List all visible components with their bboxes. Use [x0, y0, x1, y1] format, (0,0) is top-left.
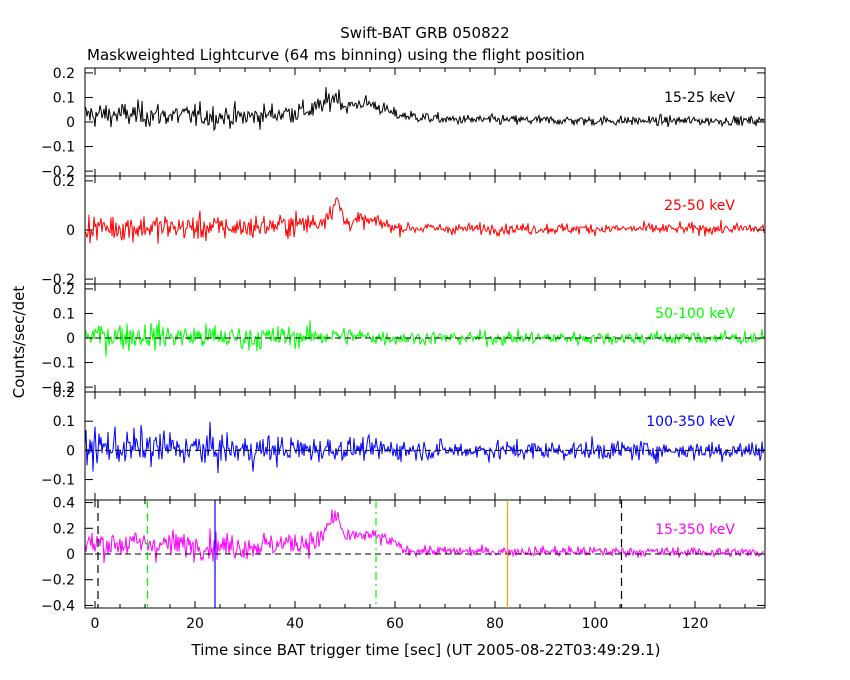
x-tick-label: 100	[582, 616, 609, 632]
x-tick-label: 60	[386, 616, 404, 632]
panel-50-100-kev: 0.2 0.1 0 −0.1 −0.2 50-100 keV	[41, 282, 766, 396]
panel-15-350-kev-ytick-label: −0.2	[41, 573, 75, 589]
trigger-markers	[97, 500, 623, 608]
panel-50-100-kev-ytick-label: 0.1	[53, 306, 75, 322]
panel-100-350-kev-trace	[85, 421, 765, 474]
panel-15-350-kev-band-label: 15-350 keV	[655, 522, 735, 538]
x-tick-label: 80	[486, 616, 504, 632]
panel-15-350-kev-ytick-label: 0	[66, 547, 75, 563]
panel-25-50-kev-ytick-label: 0	[66, 223, 75, 239]
panel-50-100-kev-ytick-label: 0	[66, 331, 75, 347]
panel-50-100-kev-band-label: 50-100 keV	[655, 306, 735, 322]
panel-50-100-kev-ytick-label: −0.2	[41, 380, 75, 396]
panel-50-100-kev-trace	[85, 319, 765, 357]
panel-15-350-kev: 0.4 0.2 0 −0.2 −0.4 15-350 keV	[41, 496, 766, 614]
panel-15-25-kev-ytick-label: 0.2	[53, 66, 75, 82]
panel-15-25-kev-trace	[85, 87, 765, 132]
panel-15-25-kev: 0.2 0.1 0 −0.1 −0.2 15-25 keV	[41, 66, 766, 180]
panel-100-350-kev-band-label: 100-350 keV	[646, 414, 735, 430]
x-tick-label: 0	[91, 616, 100, 632]
panel-100-350-kev-ytick-label: 0	[66, 443, 75, 459]
panel-15-25-kev-ytick-label: 0.1	[53, 90, 75, 106]
panel-15-350-kev-ytick-label: 0.2	[53, 521, 75, 537]
panel-15-25-kev-ytick-label: 0	[66, 115, 75, 131]
panel-100-350-kev-ytick-label: 0.1	[53, 414, 75, 430]
panel-15-25-kev-ytick-label: −0.2	[41, 164, 75, 180]
panel-25-50-kev-ytick-label: −0.2	[41, 272, 75, 288]
panel-100-350-kev-ytick-label: 0.2	[53, 385, 75, 401]
panel-15-350-kev-trace	[85, 509, 764, 563]
x-axis-label: Time since BAT trigger time [sec] (UT 20…	[191, 641, 661, 659]
panels-group: 0.2 0.1 0 −0.1 −0.2 15-25 keV 0.2 0 −0.2 25-50 ke…	[41, 66, 766, 614]
x-tick-label: 20	[186, 616, 204, 632]
y-axis-label: Counts/sec/det	[10, 286, 28, 399]
panel-15-350-kev-ytick-label: −0.4	[41, 598, 75, 614]
panel-25-50-kev: 0.2 0 −0.2 25-50 keV	[41, 174, 766, 288]
panel-50-100-kev-ytick-label: −0.1	[41, 356, 75, 372]
panel-25-50-kev-trace	[85, 197, 765, 244]
panel-15-350-kev-ytick-label: 0.4	[53, 496, 75, 512]
panel-25-50-kev-frame	[84, 175, 766, 285]
chart-subtitle: Maskweighted Lightcurve (64 ms binning) …	[87, 46, 585, 64]
panel-50-100-kev-ytick-label: 0.2	[53, 282, 75, 298]
panel-15-25-kev-ytick-label: −0.1	[41, 140, 75, 156]
panel-100-350-kev-ytick-label: −0.1	[41, 473, 75, 489]
x-tick-label: 120	[682, 616, 709, 632]
panel-25-50-kev-band-label: 25-50 keV	[664, 198, 735, 214]
panel-25-50-kev-ytick-label: 0.2	[53, 174, 75, 190]
chart-title: Swift-BAT GRB 050822	[340, 24, 509, 42]
panel-15-25-kev-band-label: 15-25 keV	[664, 90, 735, 106]
panel-100-350-kev: 0.2 0.1 0 −0.1 100-350 keV	[41, 385, 766, 501]
x-axis: 0 20 40 60 80 100 120	[91, 616, 709, 632]
x-tick-label: 40	[286, 616, 304, 632]
